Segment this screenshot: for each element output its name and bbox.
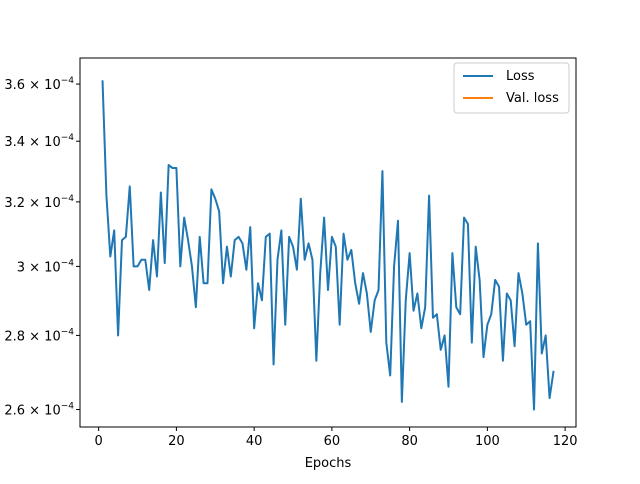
legend-label-loss: Loss [506,69,535,84]
legend-label-val-loss: Val. loss [506,91,559,106]
x-tick-label: 0 [95,434,103,449]
y-tick-label: 3 × 10−4 [17,258,75,275]
legend: Loss Val. loss [453,62,570,114]
x-tick-label: 60 [324,434,341,449]
axis-layer: 0 20 40 60 80 100 120 2.6 × 10−4 2.8 × 10−4 3 × 1… [4,76,577,449]
x-tick-label: 80 [401,434,418,449]
x-tick-label: 40 [246,434,263,449]
y-tick-label: 3.6 × 10−4 [4,76,74,93]
x-axis-label: Epochs [305,456,352,471]
plot-layer [101,80,555,411]
x-tick-label: 20 [168,434,185,449]
axes-frame [79,57,577,428]
y-tick-label: 2.8 × 10−4 [4,327,74,344]
y-tick-label: 3.2 × 10−4 [4,194,74,211]
x-tick-label: 100 [475,434,500,449]
y-tick-label: 2.6 × 10−4 [4,402,74,419]
y-tick-label: 3.4 × 10−4 [4,133,74,150]
x-tick-label: 120 [553,434,578,449]
series-line-loss [101,80,555,411]
